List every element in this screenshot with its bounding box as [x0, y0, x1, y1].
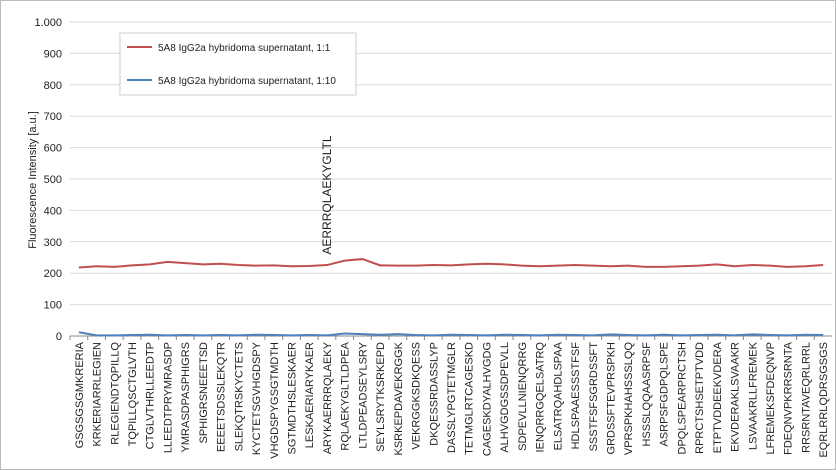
x-tick-label: LLEEDTPRYMRASDP	[162, 342, 174, 453]
x-tick-label: EEEETSDSSLEKQTR	[216, 342, 228, 452]
y-axis-label: Fluorescence Intensity [a.u.]	[27, 111, 39, 249]
x-tick-label: CTGLVTHRLLEEDTP	[145, 342, 157, 449]
x-tick-label: VEKRGGKSDKQESS	[411, 342, 423, 450]
x-tick-label: KRKERIARRLEGIEN	[92, 342, 104, 447]
x-tick-label: SSSTFSFSGRDSSFT	[588, 342, 600, 452]
x-tick-label: YMRASDPASPHIGRS	[180, 342, 192, 452]
x-tick-label: RLEGIENDTQPILLQ	[109, 342, 121, 445]
x-tick-label: ASRPSFGDPQLSPE	[659, 342, 671, 447]
x-tick-label: ETPTVDDEEKVDERA	[712, 341, 724, 453]
x-tick-label: KSRKEPDAVEKRGGK	[393, 341, 405, 455]
x-tick-label: DPQLSPEARPRCTSH	[676, 342, 688, 455]
y-tick-label: 200	[44, 268, 62, 280]
x-tick-label: TQPILLQSCTGLVTH	[127, 342, 139, 446]
y-tick-label: 300	[44, 237, 62, 249]
x-tick-label: DKQESSRDASSLYP	[428, 342, 440, 446]
x-tick-label: FDEQNVPKRRSRNTA	[783, 341, 795, 455]
x-tick-label: HSSSLQQAASRPSF	[641, 342, 653, 447]
x-tick-label: DASSLYPGTETMGLR	[446, 342, 458, 453]
y-tick-label: 600	[44, 143, 62, 155]
x-tick-label: SPHIGRSNEEETSD	[198, 342, 210, 444]
y-tick-label: 400	[44, 205, 62, 217]
x-tick-label: IENQRRGQELSATRQ	[535, 342, 547, 453]
y-tick-label: 900	[44, 48, 62, 60]
x-tick-label: SEYLSRYTKSRKEPD	[375, 342, 387, 452]
series-line	[78, 258, 824, 269]
x-tick-label: ELSATRQAHDLSPAA	[552, 341, 564, 450]
x-tick-label: SLEKQTRSKYCTETS	[233, 342, 245, 451]
x-tick-label: RPRCTSHSETPTVDD	[694, 342, 706, 454]
x-tick-label: TETMGLRTCAGESKD	[464, 342, 476, 455]
x-tick-label: ALHVGDGSSDPEVLL	[499, 342, 511, 453]
y-tick-label: 0	[56, 331, 62, 343]
x-tick-label: LFREMEKSFDEQNVP	[765, 342, 777, 454]
x-tick-label: LTLDPEADSEYLSRY	[357, 341, 369, 448]
x-tick-label: RQLAEKYGLTLDPEA	[340, 341, 352, 450]
x-tick-label: CAGESKDYALHVGDG	[481, 342, 493, 456]
legend-box	[119, 32, 357, 96]
x-tick-label: HDLSPAAESSSTFSF	[570, 342, 582, 450]
x-tick-label: SDPEVLLNIENQRRG	[517, 342, 529, 451]
x-tick-label: LESKAERIARYKAER	[304, 342, 316, 448]
annotation: AERRRQLAEKYGLTL	[320, 135, 334, 254]
y-tick-label: 700	[44, 111, 62, 123]
y-tick-label: 800	[44, 80, 62, 92]
legend-label: 5A8 IgG2a hybridoma supernatant, 1:1	[158, 43, 331, 54]
y-tick-label: 1.000	[34, 17, 62, 29]
x-tick-label: ARYKAERRRQLAEKY	[322, 341, 334, 454]
x-tick-label: GRDSSFTEVPRSPKH	[605, 342, 617, 455]
series-line	[78, 331, 824, 337]
x-tick-label: RRSRNTAVEQRLRRL	[800, 342, 812, 453]
legend-label: 5A8 IgG2a hybridoma supernatant, 1:10	[158, 76, 336, 87]
x-tick-label: SGTMDTHSLESKAER	[287, 342, 299, 455]
x-tick-label: LSVAAKRLLFREMEK	[747, 341, 759, 450]
y-tick-label: 100	[44, 300, 62, 312]
x-tick-label: VPRSPKHAHSSSLQQ	[623, 342, 635, 456]
x-tick-label: VHGDSPYGSGTMDTH	[269, 342, 281, 459]
x-tick-label: KYCTETSGVHGDSPY	[251, 341, 263, 455]
x-tick-label: GSGSGSGMKRERIA	[74, 341, 86, 448]
x-tick-label: EQRLRRLQDRSGSGS	[818, 342, 830, 458]
x-tick-label: EKVDERAKLSVAAKR	[730, 342, 742, 452]
y-tick-label: 500	[44, 174, 62, 186]
